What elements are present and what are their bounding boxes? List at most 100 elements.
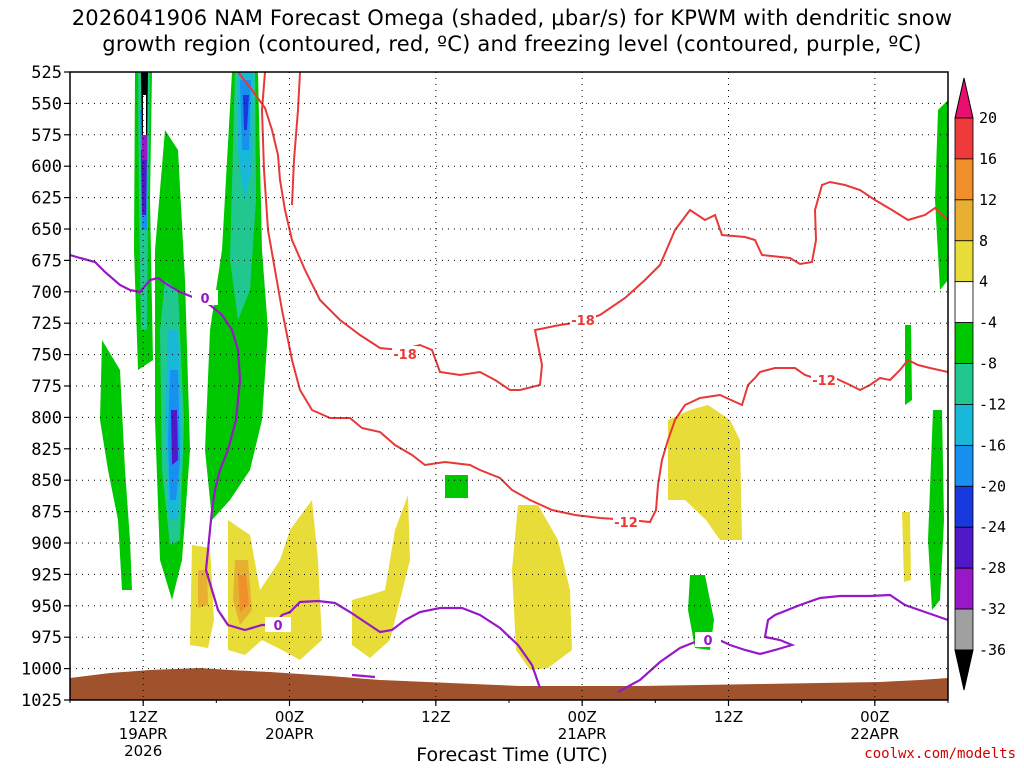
y-tick-label: 725: [31, 314, 62, 334]
omega-region-positive: [512, 505, 572, 670]
chart-title-line2: growth region (contoured, red, ºC) and f…: [102, 32, 922, 56]
contour-label: -18: [393, 348, 417, 363]
colorbar-segment: [954, 363, 974, 405]
contour-label-bg: [392, 346, 418, 361]
contour-minus12: [260, 72, 948, 524]
colorbar-label: 12: [979, 191, 997, 209]
colorbar-label: -24: [979, 518, 1006, 536]
contour-label-bg: [265, 617, 291, 632]
y-tick-label: 1000: [21, 660, 62, 680]
colorbar-segment: [954, 567, 974, 610]
y-tick-label: 900: [31, 534, 62, 554]
omega-region-negative: [935, 100, 948, 290]
colorbar-label: -36: [979, 641, 1006, 659]
omega-region-negative: [445, 475, 468, 498]
colorbar-label: -32: [979, 600, 1006, 618]
x-tick-label: 12Z: [714, 708, 743, 726]
contour-label: -12: [614, 516, 638, 531]
omega-region-negative: [905, 325, 912, 405]
y-tick-label: 1025: [21, 691, 62, 711]
y-tick-label: 650: [31, 220, 62, 240]
contour-freezing-right: [617, 593, 948, 693]
y-tick-label: 750: [31, 346, 62, 366]
omega-region-positive: [238, 575, 249, 612]
credit-text: coolwx.com/modelts: [864, 746, 1016, 762]
contour-freezing-main: [70, 253, 542, 689]
contour-label: 0: [703, 634, 712, 649]
omega-region-negative: [171, 410, 178, 465]
colorbar-segment: [954, 444, 974, 487]
colorbar-label: 16: [979, 150, 997, 168]
omega-region-negative: [100, 340, 132, 590]
colorbar: 20 16 12 8 4 -4 -8 -12 -16 -20 -24 -28 -32 -36: [954, 77, 1006, 691]
omega-region-negative: [688, 575, 714, 650]
omega-region-positive: [902, 512, 911, 582]
y-tick-label: 875: [31, 503, 62, 523]
colorbar-label: -8: [979, 355, 997, 373]
contour-labels: -18 -18 -12 -12 0 0 0: [192, 290, 837, 649]
y-tick-label: 575: [31, 126, 62, 146]
y-tick-label: 700: [31, 283, 62, 303]
y-tick-label: 525: [31, 63, 62, 83]
colorbar-bottom-arrow: [954, 649, 974, 691]
colorbar-label: -12: [979, 395, 1006, 413]
omega-region-negative: [142, 135, 147, 160]
y-tick-label: 825: [31, 440, 62, 460]
colorbar-segment: [954, 281, 974, 324]
colorbar-segment: [954, 240, 974, 283]
x-tick-label: 00Z: [275, 708, 304, 726]
y-tick-label: 850: [31, 471, 62, 491]
colorbar-segment: [954, 485, 974, 528]
colorbar-label: -28: [979, 559, 1006, 577]
x-tick-label: 00Z: [860, 708, 889, 726]
colorbar-top-arrow: [954, 77, 974, 119]
x-tick-label: 2026: [124, 742, 162, 760]
y-tick-label: 975: [31, 628, 62, 648]
colorbar-label: 4: [979, 273, 988, 291]
colorbar-label: 20: [979, 109, 997, 127]
colorbar-segment: [954, 158, 974, 201]
contour-label-bg: [613, 514, 639, 529]
y-tick-label: 550: [31, 94, 62, 114]
contour-label-bg: [811, 372, 837, 387]
colorbar-segment: [954, 404, 974, 446]
y-axis: 525 550 575 600 625 650 675 700 725 750 775 800 825 8…: [21, 63, 70, 711]
colorbar-segment: [954, 117, 974, 160]
colorbar-segment: [954, 199, 974, 242]
terrain: [70, 668, 948, 700]
omega-region-positive: [228, 500, 322, 660]
x-tick-label: 19APR: [119, 725, 168, 743]
colorbar-label: 8: [979, 232, 988, 250]
contour-label-bg: [192, 290, 218, 305]
contour-minus18-upper: [291, 72, 301, 206]
colorbar-label: -20: [979, 477, 1006, 495]
plot-area: -18 -18 -12 -12 0 0 0: [69, 71, 949, 701]
y-tick-label: 800: [31, 408, 62, 428]
y-tick-label: 925: [31, 565, 62, 585]
contour-label: -12: [812, 374, 836, 389]
omega-region-positive: [198, 570, 208, 608]
x-tick-label: 00Z: [567, 708, 596, 726]
x-axis-title: Forecast Time (UTC): [416, 744, 608, 766]
x-tick-label: 12Z: [421, 708, 450, 726]
colorbar-segment: [954, 322, 974, 364]
omega-shading: [100, 72, 948, 670]
y-tick-label: 775: [31, 377, 62, 397]
grid: [70, 72, 948, 700]
contour-freezing-low: [351, 673, 376, 679]
contour-label-bg: [695, 632, 721, 647]
contour-label: -18: [571, 314, 595, 329]
contour-label: 0: [273, 619, 282, 634]
x-tick-label: 20APR: [265, 725, 314, 743]
contour-label-bg: [570, 312, 596, 327]
colorbar-segment: [954, 608, 974, 651]
x-tick-label: 22APR: [850, 725, 899, 743]
x-tick-label: 12Z: [128, 708, 157, 726]
chart-title-line1: 2026041906 NAM Forecast Omega (shaded, μ…: [71, 6, 953, 30]
contour-label: 0: [200, 292, 209, 307]
colorbar-segment: [954, 526, 974, 569]
omega-region-negative: [928, 410, 944, 610]
omega-region-positive: [668, 405, 742, 540]
